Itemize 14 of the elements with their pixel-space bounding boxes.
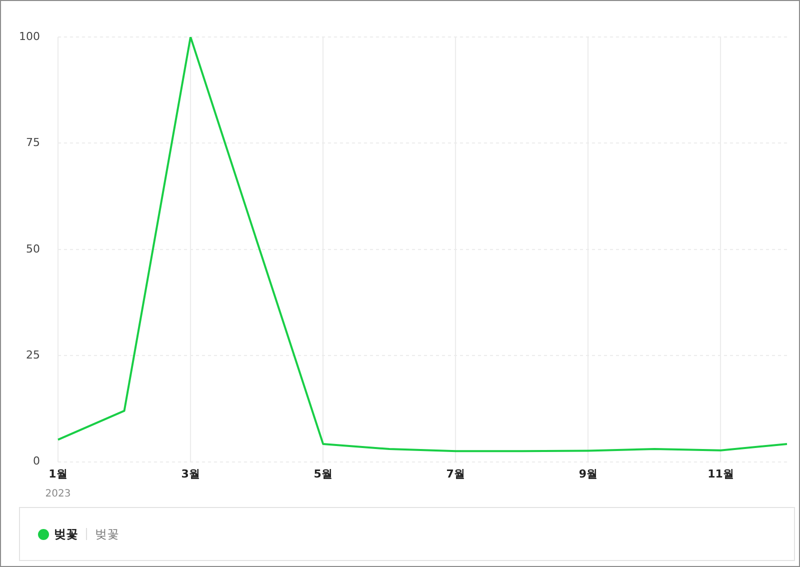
- text: 2023: [45, 488, 71, 500]
- x-tick-label: 11월: [708, 467, 734, 480]
- y-tick-label: 50: [26, 242, 40, 256]
- legend-label: 벚꽃: [54, 526, 78, 542]
- y-tick-label: 0: [32, 454, 40, 468]
- y-tick-label: 75: [26, 136, 40, 150]
- x-tick-label: 7월: [446, 467, 465, 480]
- text: 벚꽃: [95, 526, 119, 542]
- x-tick-label: 9월: [578, 467, 598, 480]
- y-tick-label: 25: [26, 348, 40, 362]
- x-tick-label: 3월: [181, 467, 200, 480]
- x-tick-label: 5월: [314, 467, 332, 480]
- x-tick-label: 1월: [48, 467, 68, 480]
- y-tick-label: 100: [18, 30, 40, 43]
